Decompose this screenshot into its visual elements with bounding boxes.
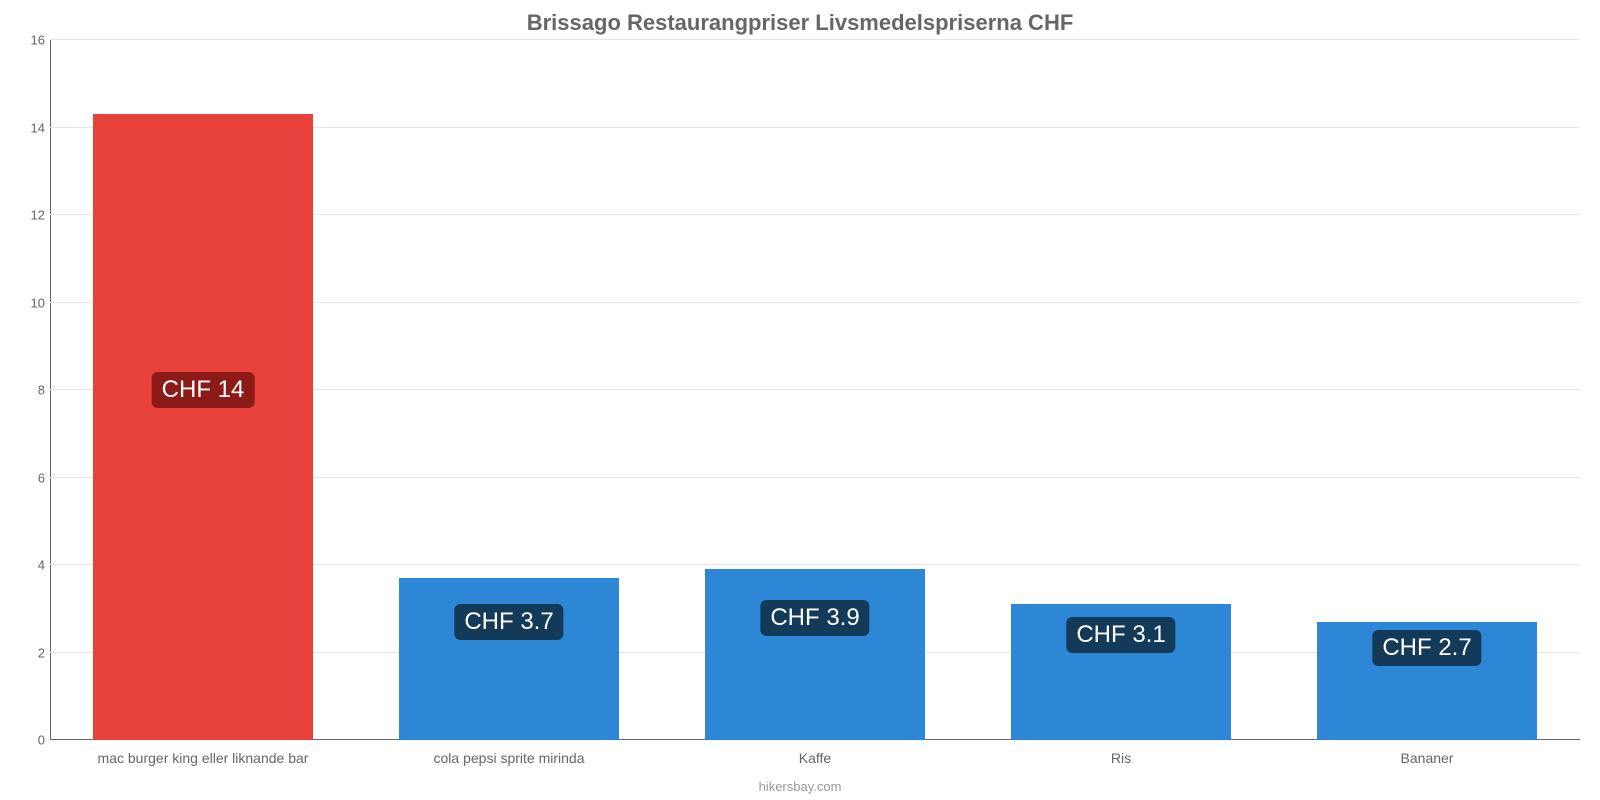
x-category-label: mac burger king eller liknande bar	[98, 750, 309, 766]
bar	[93, 114, 313, 740]
y-tick-label: 8	[10, 383, 45, 398]
y-axis-line	[50, 40, 51, 740]
x-category-label: cola pepsi sprite mirinda	[434, 750, 585, 766]
bar	[399, 578, 619, 740]
y-tick-label: 14	[10, 120, 45, 135]
y-tick-label: 10	[10, 295, 45, 310]
y-tick-label: 4	[10, 558, 45, 573]
y-tick-label: 12	[10, 208, 45, 223]
x-category-label: Ris	[1111, 750, 1131, 766]
plot-area: 0246810121416CHF 14mac burger king eller…	[50, 40, 1580, 740]
value-badge: CHF 3.7	[454, 604, 563, 640]
value-badge: CHF 2.7	[1372, 630, 1481, 666]
value-badge: CHF 14	[152, 372, 255, 408]
gridline	[50, 39, 1580, 40]
y-tick-label: 0	[10, 733, 45, 748]
value-badge: CHF 3.9	[760, 600, 869, 636]
y-tick-label: 2	[10, 645, 45, 660]
x-category-label: Kaffe	[799, 750, 831, 766]
y-tick-label: 16	[10, 33, 45, 48]
chart-title: Brissago Restaurangpriser Livsmedelspris…	[0, 10, 1600, 36]
bar	[705, 569, 925, 740]
value-badge: CHF 3.1	[1066, 617, 1175, 653]
x-category-label: Bananer	[1401, 750, 1454, 766]
y-tick-label: 6	[10, 470, 45, 485]
attribution-text: hikersbay.com	[0, 779, 1600, 794]
